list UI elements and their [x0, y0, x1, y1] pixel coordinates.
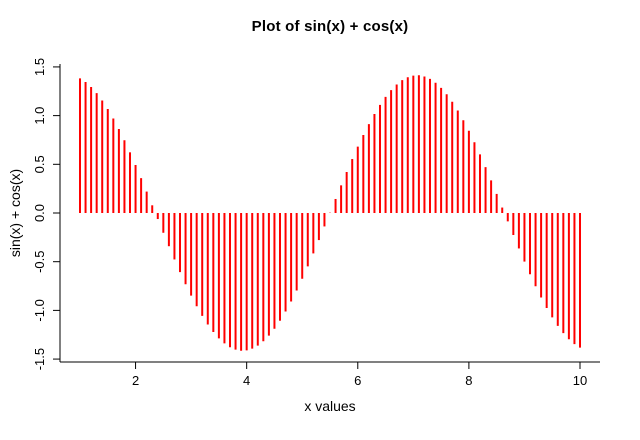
- y-tick-label: 0.5: [32, 155, 47, 173]
- y-tick-label: -1.0: [32, 299, 47, 321]
- y-tick-label: 1.5: [32, 58, 47, 76]
- chart-title: Plot of sin(x) + cos(x): [251, 18, 409, 35]
- y-tick-label: 0.0: [32, 204, 47, 222]
- y-tick-label: 1.0: [32, 107, 47, 125]
- x-axis-label: x values: [304, 398, 356, 414]
- x-tick-label: 4: [243, 373, 250, 388]
- y-tick-label: -1.5: [32, 348, 47, 370]
- x-tick-label: 6: [354, 373, 361, 388]
- x-tick-label: 8: [465, 373, 472, 388]
- x-tick-label: 2: [132, 373, 139, 388]
- y-axis-label: sin(x) + cos(x): [7, 168, 23, 258]
- y-tick-label: -0.5: [32, 250, 47, 272]
- x-tick-label: 10: [573, 373, 587, 388]
